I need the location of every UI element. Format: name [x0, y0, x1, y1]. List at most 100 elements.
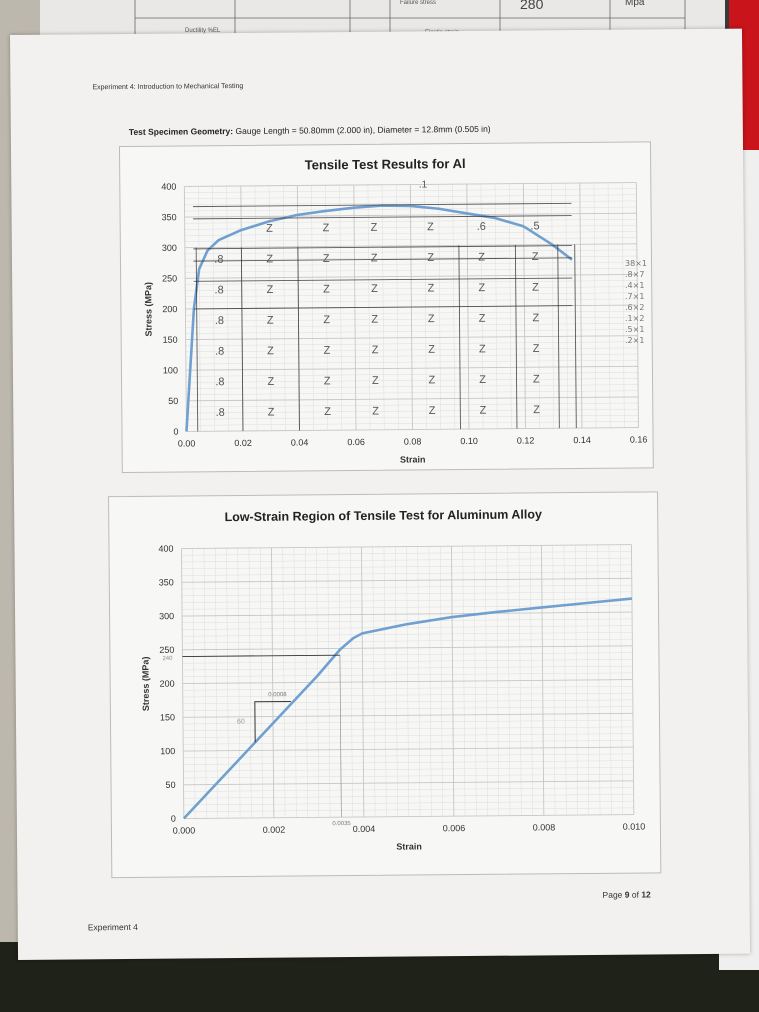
svg-text:Z: Z — [324, 345, 331, 357]
tensile-chart: Tensile Test Results for Al 0.00 0.02 0.04… — [118, 141, 654, 474]
svg-text:Z: Z — [267, 284, 274, 296]
svg-text:100: 100 — [163, 365, 178, 375]
svg-text:350: 350 — [162, 212, 177, 222]
svg-text:.8: .8 — [214, 254, 223, 266]
svg-text:Z: Z — [429, 405, 436, 417]
svg-text:50: 50 — [165, 780, 175, 790]
svg-text:Z: Z — [268, 406, 275, 418]
page-number: Page 9 of 12 — [602, 889, 651, 900]
page-header: Experiment 4: Introduction to Mechanical… — [92, 82, 244, 92]
svg-text:0.02: 0.02 — [234, 438, 252, 448]
svg-text:.6: .6 — [477, 221, 486, 233]
svg-text:0.004: 0.004 — [353, 824, 376, 834]
specimen-geometry: Test Specimen Geometry: Gauge Length = 5… — [129, 124, 491, 137]
svg-text:Z: Z — [532, 282, 539, 294]
svg-text:Z: Z — [532, 312, 539, 324]
svg-text:200: 200 — [162, 304, 177, 314]
margin-note: .2×1 — [625, 336, 645, 345]
margin-note: .6×2 — [625, 303, 645, 312]
svg-text:0.0035: 0.0035 — [332, 821, 351, 827]
svg-text:0: 0 — [173, 427, 178, 437]
svg-text:200: 200 — [160, 679, 175, 689]
svg-text:Z: Z — [427, 221, 434, 233]
page-footer: Experiment 4 — [87, 921, 138, 933]
svg-text:Z: Z — [479, 374, 486, 386]
margin-note: .7×1 — [625, 292, 645, 301]
svg-text:0.04: 0.04 — [291, 437, 309, 447]
svg-text:Z: Z — [323, 253, 330, 265]
svg-text:250: 250 — [162, 273, 177, 283]
margin-note: .8×7 — [625, 270, 645, 279]
svg-text:50: 50 — [168, 396, 178, 406]
svg-text:150: 150 — [160, 712, 175, 722]
geometry-label: Test Specimen Geometry: — [128, 126, 234, 137]
svg-text:Z: Z — [533, 373, 540, 385]
svg-text:Z: Z — [266, 253, 273, 265]
svg-text:0.0008: 0.0008 — [268, 692, 287, 698]
svg-text:240: 240 — [162, 656, 173, 662]
document-page: Experiment 4: Introduction to Mechanical… — [10, 28, 751, 960]
svg-text:0.00: 0.00 — [178, 438, 196, 448]
svg-text:0: 0 — [171, 814, 176, 824]
svg-text:Z: Z — [533, 343, 540, 355]
svg-text:400: 400 — [161, 182, 176, 192]
svg-text:Strain: Strain — [400, 454, 426, 464]
svg-text:0.16: 0.16 — [630, 434, 648, 444]
svg-text:Z: Z — [428, 313, 435, 325]
svg-text:Z: Z — [323, 283, 330, 295]
svg-text:350: 350 — [159, 577, 174, 587]
svg-text:.8: .8 — [214, 284, 223, 296]
svg-text:Z: Z — [372, 375, 379, 387]
svg-text:Z: Z — [324, 406, 331, 418]
svg-text:300: 300 — [159, 611, 174, 621]
svg-text:Z: Z — [372, 405, 379, 417]
svg-text:300: 300 — [162, 243, 177, 253]
svg-text:.8: .8 — [215, 315, 224, 327]
svg-text:Z: Z — [479, 313, 486, 325]
svg-text:Z: Z — [533, 404, 540, 416]
svg-text:0.006: 0.006 — [443, 823, 466, 833]
svg-text:Z: Z — [479, 343, 486, 355]
low-strain-chart: Low-Strain Region of Tensile Test for Al… — [108, 491, 662, 879]
svg-text:Z: Z — [324, 375, 331, 387]
svg-text:250: 250 — [159, 645, 174, 655]
svg-text:0.008: 0.008 — [533, 822, 556, 832]
svg-text:Z: Z — [267, 376, 274, 388]
svg-text:Z: Z — [266, 223, 273, 235]
margin-notes: 38×1 .8×7 .4×1 .7×1 .6×2 .1×2 .5×1 .2×1 — [625, 258, 647, 346]
svg-text:0.06: 0.06 — [347, 437, 365, 447]
svg-text:Z: Z — [427, 252, 434, 264]
svg-text:0.08: 0.08 — [404, 436, 422, 446]
svg-text:400: 400 — [158, 544, 173, 554]
svg-text:100: 100 — [160, 746, 175, 756]
svg-text:60: 60 — [237, 718, 245, 725]
tensile-plot: 0.00 0.02 0.04 0.06 0.08 0.10 0.12 0.14 0.16 0 50 1… — [143, 179, 648, 464]
svg-text:.8: .8 — [216, 407, 225, 419]
svg-text:.8: .8 — [215, 346, 224, 358]
failure-stress-unit: Mpa — [625, 0, 645, 8]
svg-text:0.12: 0.12 — [517, 435, 535, 445]
margin-note: .5×1 — [625, 325, 645, 334]
svg-text:Strain: Strain — [396, 841, 422, 851]
svg-text:Z: Z — [428, 282, 435, 294]
svg-text:Z: Z — [323, 222, 330, 234]
svg-text:Z: Z — [372, 344, 379, 356]
svg-text:Z: Z — [478, 282, 485, 294]
svg-text:Z: Z — [371, 283, 378, 295]
svg-text:.1: .1 — [419, 179, 428, 190]
low-strain-plot: 0.000 0.002 0.004 0.006 0.008 0.010 0 50 100 150 2… — [140, 544, 645, 852]
geometry-value: Gauge Length = 50.80mm (2.000 in), Diame… — [235, 123, 491, 137]
svg-text:Z: Z — [267, 345, 274, 357]
margin-note: 38×1 — [625, 259, 647, 268]
svg-text:Z: Z — [480, 405, 487, 417]
svg-text:Stress (MPa): Stress (MPa) — [140, 657, 150, 712]
svg-text:0.10: 0.10 — [460, 436, 478, 446]
svg-text:Stress (MPa): Stress (MPa) — [143, 282, 153, 337]
svg-text:0.14: 0.14 — [573, 435, 591, 445]
svg-text:Z: Z — [532, 251, 539, 263]
svg-text:.8: .8 — [215, 376, 224, 388]
svg-text:Z: Z — [428, 374, 435, 386]
svg-text:Z: Z — [371, 314, 378, 326]
failure-stress-label: Failure stress — [400, 0, 437, 6]
svg-text:.5: .5 — [530, 220, 539, 232]
